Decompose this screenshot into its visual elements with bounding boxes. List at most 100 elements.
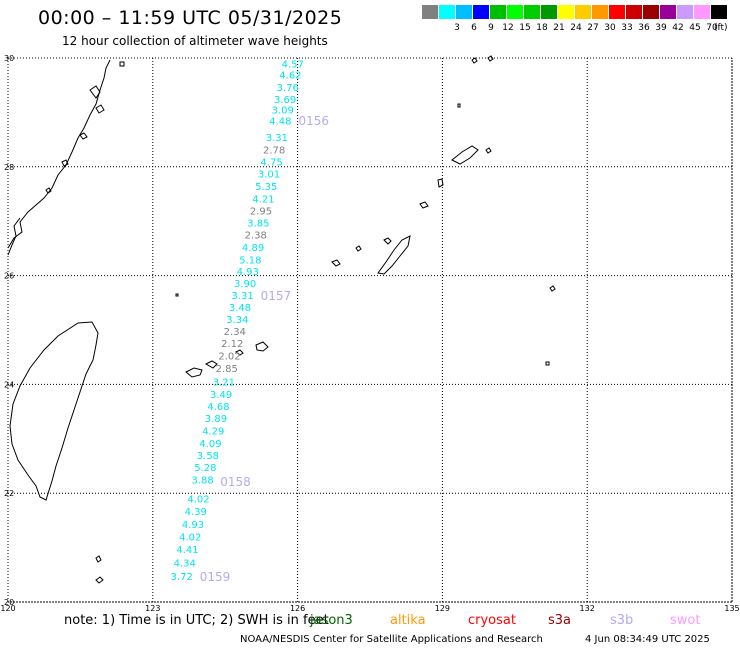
legend-label: 12: [502, 23, 514, 33]
legend-label: 33: [621, 23, 633, 33]
wave-height-value: 4.48: [269, 117, 291, 128]
map-grid: [7, 57, 733, 603]
legend-swatch: [592, 5, 608, 19]
legend-swatch: [575, 5, 591, 19]
lon-tick-label: 135: [724, 604, 739, 613]
wave-height-value: 2.02: [218, 352, 240, 363]
pass-label: 0156: [299, 114, 330, 128]
legend-label: 39: [655, 23, 667, 33]
satellite-label-jason3: jason3: [310, 613, 353, 628]
wave-height-value: 4.93: [237, 267, 259, 278]
legend-swatch: [490, 5, 506, 19]
page-title: 00:00 – 11:59 UTC 05/31/2025: [38, 7, 343, 29]
note-text: note: 1) Time is in UTC; 2) SWH is in fe…: [64, 613, 329, 628]
wave-height-value: 4.34: [174, 558, 196, 569]
legend-label: 27: [587, 23, 599, 33]
lat-tick-label: 26: [4, 272, 14, 281]
wave-height-value: 5.35: [255, 182, 277, 193]
amami-island: [451, 145, 479, 165]
axis-tick-labels: 120 123 126 129 132 135 30 28 26 24 22 20: [0, 54, 739, 613]
wave-height-value: 3.85: [247, 218, 269, 229]
generated-timestamp: 4 Jun 08:34:49 UTC 2025: [585, 634, 710, 645]
satellite-label-cryosat: cryosat: [468, 613, 516, 628]
wave-height-value: 4.93: [182, 520, 204, 531]
wave-height-value: 3.69: [274, 95, 296, 106]
yaeyama-islands: [185, 367, 203, 378]
taiwan-coastline: [9, 321, 99, 501]
wave-height-value: 4.02: [187, 495, 209, 506]
legend-swatch: [643, 5, 659, 19]
wave-height-value: 2.38: [245, 230, 267, 241]
legend-label: 9: [488, 23, 494, 33]
lat-tick-label: 22: [4, 489, 14, 498]
wave-height-value: 4.62: [279, 70, 301, 81]
wave-height-value: 3.49: [210, 390, 232, 401]
legend-swatch: [456, 5, 472, 19]
wave-height-value: 4.29: [202, 427, 224, 438]
legend-label: 15: [519, 23, 531, 33]
lat-tick-label: 20: [4, 598, 14, 607]
legend-label: 3: [454, 23, 460, 33]
legend-label: 70: [706, 23, 718, 33]
legend-label: 6: [471, 23, 477, 33]
wave-height-value: 4.02: [179, 533, 201, 544]
wave-height-value: 4.89: [242, 243, 264, 254]
legend-swatch: [711, 5, 727, 19]
miyako-island: [255, 341, 269, 352]
coastlines: [7, 55, 556, 584]
legend-label: 24: [570, 23, 582, 33]
page-subtitle: 12 hour collection of altimeter wave hei…: [62, 34, 328, 48]
legend-label: 42: [672, 23, 684, 33]
lon-tick-label: 120: [0, 604, 15, 613]
lon-tick-label: 129: [435, 604, 450, 613]
pass-labels: 0156 0157 0158 0159: [200, 114, 329, 584]
china-coastline-inner: [7, 217, 21, 256]
wave-height-value: 4.39: [185, 507, 207, 518]
satellite-label-s3a: s3a: [548, 613, 572, 628]
wave-height-value: 3.88: [191, 476, 213, 487]
wave-height-value: 5.28: [194, 463, 216, 474]
lat-tick-label: 24: [4, 380, 14, 389]
map-frame: [7, 57, 733, 603]
legend-swatch: [677, 5, 693, 19]
pass-label: 0158: [220, 475, 251, 489]
wave-height-value: 3.01: [258, 169, 280, 180]
wave-height-value: 2.34: [224, 327, 246, 338]
legend-unit: (ft): [714, 23, 728, 33]
wave-height-value: 2.78: [263, 145, 285, 156]
legend-swatch: [694, 5, 710, 19]
legend-swatch: [473, 5, 489, 19]
legend-label: 21: [553, 23, 565, 33]
legend-swatch: [541, 5, 557, 19]
legend-swatch: [524, 5, 540, 19]
okinawa-island: [377, 235, 411, 275]
wave-height-value: 2.12: [221, 339, 243, 350]
wave-height-value: 3.31: [231, 291, 253, 302]
legend-swatch: [558, 5, 574, 19]
wave-height-value: 3.90: [234, 279, 256, 290]
pass-label: 0159: [200, 570, 231, 584]
wave-height-value: 3.34: [226, 315, 248, 326]
lon-tick-label: 126: [290, 604, 305, 613]
legend-swatch: [609, 5, 625, 19]
china-coastline: [7, 59, 111, 249]
lat-tick-label: 30: [4, 54, 14, 63]
lon-tick-label: 123: [145, 604, 160, 613]
wave-height-value: 4.21: [252, 194, 274, 205]
wave-height-value: 3.09: [272, 106, 294, 117]
legend-label: 36: [638, 23, 650, 33]
wave-height-value: 3.72: [171, 572, 193, 583]
wave-height-value: 2.85: [216, 364, 238, 375]
wave-height-value: 3.58: [197, 451, 219, 462]
wave-height-value: 4.41: [176, 545, 198, 556]
wave-height-value: 2.95: [250, 206, 272, 217]
wave-height-value: 4.57: [282, 59, 304, 70]
legend-label: 45: [689, 23, 701, 33]
wave-height-value: 5.18: [239, 255, 261, 266]
legend-swatch: [626, 5, 642, 19]
legend-swatch: [439, 5, 455, 19]
wave-height-value: 3.31: [266, 133, 288, 144]
wave-height-value: 3.89: [205, 414, 227, 425]
lon-tick-label: 132: [580, 604, 595, 613]
